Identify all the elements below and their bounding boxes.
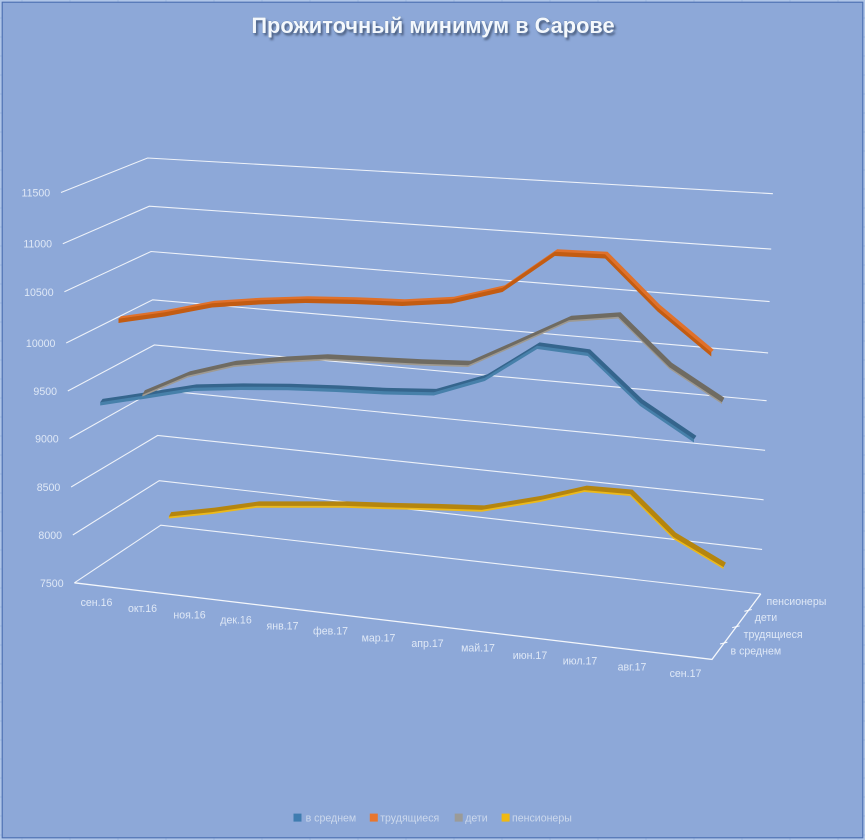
svg-text:дети: дети xyxy=(465,812,488,824)
svg-text:дек.16: дек.16 xyxy=(220,615,252,627)
svg-text:фев.17: фев.17 xyxy=(313,626,348,638)
svg-text:11000: 11000 xyxy=(23,239,52,251)
svg-text:11500: 11500 xyxy=(22,188,51,200)
svg-text:пенсионеры: пенсионеры xyxy=(512,812,572,824)
svg-text:трудящиеся: трудящиеся xyxy=(380,812,439,824)
svg-text:июн.17: июн.17 xyxy=(513,650,548,662)
svg-text:10000: 10000 xyxy=(26,338,56,350)
svg-text:Прожиточный минимум в Сарове: Прожиточный минимум в Сарове xyxy=(253,16,616,41)
svg-text:10500: 10500 xyxy=(24,287,54,299)
svg-text:авг.17: авг.17 xyxy=(618,661,647,673)
svg-text:янв.17: янв.17 xyxy=(267,621,299,633)
svg-text:в среднем: в среднем xyxy=(306,812,357,824)
svg-text:пенсионеры: пенсионеры xyxy=(767,596,827,608)
svg-text:8500: 8500 xyxy=(37,482,61,494)
svg-text:апр.17: апр.17 xyxy=(411,638,443,650)
svg-text:в среднем: в среднем xyxy=(731,645,782,657)
svg-text:7500: 7500 xyxy=(40,578,64,590)
svg-text:9500: 9500 xyxy=(33,386,57,398)
svg-text:мар.17: мар.17 xyxy=(362,632,396,644)
svg-text:Прожиточный минимум в Сарове: Прожиточный минимум в Сарове xyxy=(251,13,614,38)
svg-text:дети: дети xyxy=(755,612,778,624)
svg-text:май.17: май.17 xyxy=(461,642,495,654)
svg-text:ноя.16: ноя.16 xyxy=(173,609,205,621)
svg-text:сен.17: сен.17 xyxy=(670,668,702,680)
svg-text:окт.16: окт.16 xyxy=(128,603,157,615)
svg-text:8000: 8000 xyxy=(38,530,62,542)
svg-text:сен.16: сен.16 xyxy=(81,597,113,609)
svg-text:июл.17: июл.17 xyxy=(563,656,598,668)
svg-text:9000: 9000 xyxy=(35,434,59,446)
svg-text:трудящиеся: трудящиеся xyxy=(744,629,803,641)
